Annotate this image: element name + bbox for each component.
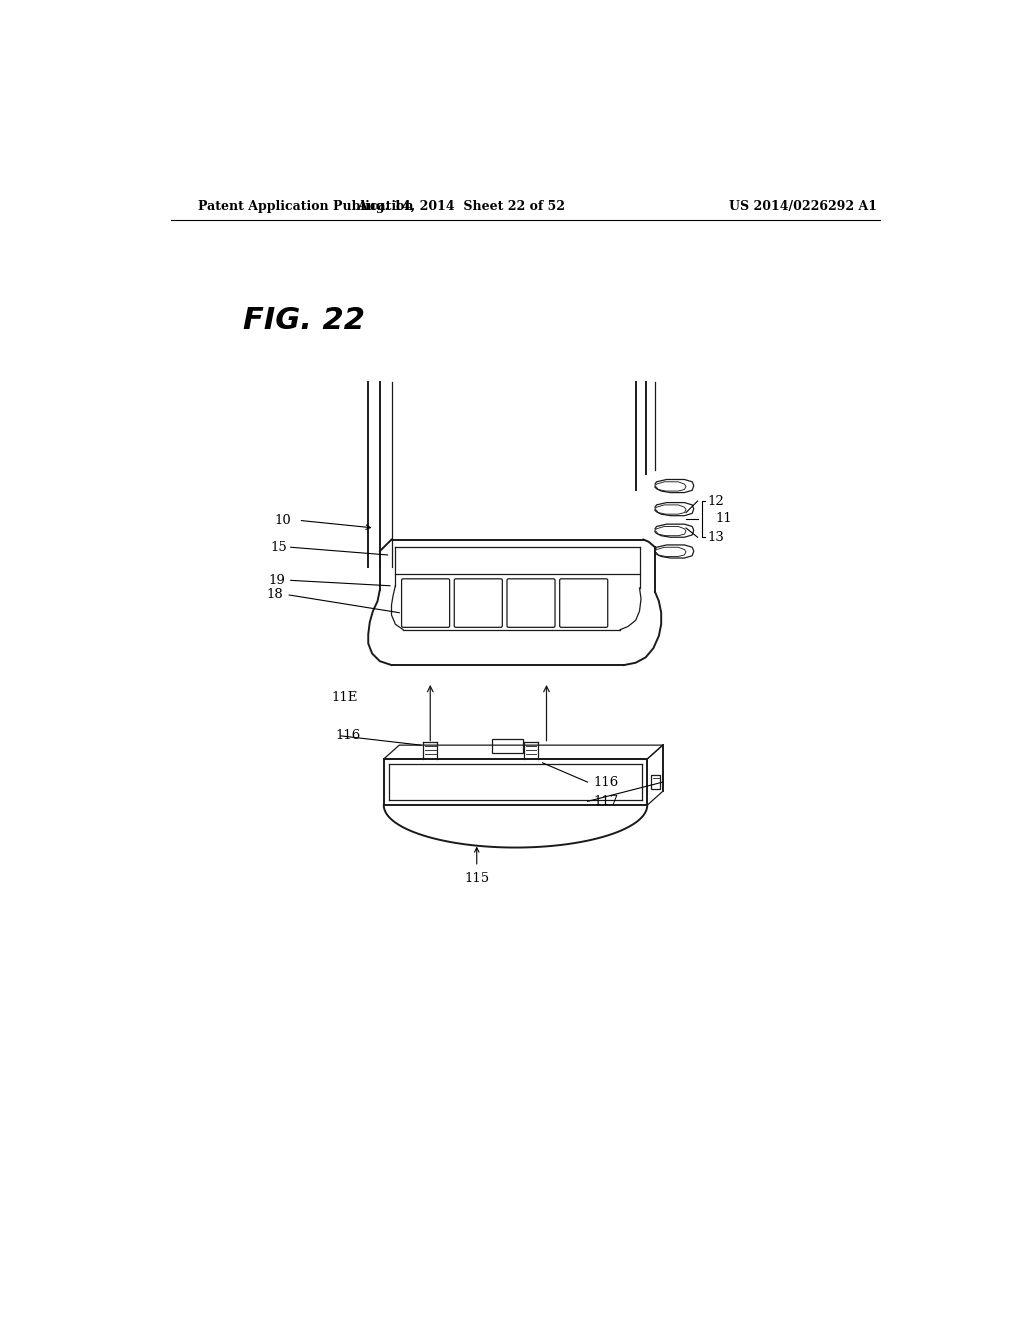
Text: 11E: 11E bbox=[331, 690, 357, 704]
Text: Aug. 14, 2014  Sheet 22 of 52: Aug. 14, 2014 Sheet 22 of 52 bbox=[357, 199, 565, 213]
Text: Patent Application Publication: Patent Application Publication bbox=[198, 199, 414, 213]
Text: 18: 18 bbox=[266, 589, 283, 602]
Text: 117: 117 bbox=[593, 795, 618, 808]
Text: 116: 116 bbox=[336, 730, 360, 742]
Bar bbox=[651, 775, 660, 789]
Text: 10: 10 bbox=[274, 513, 291, 527]
Text: FIG. 22: FIG. 22 bbox=[243, 306, 365, 334]
Text: 11: 11 bbox=[716, 512, 732, 525]
Text: 19: 19 bbox=[268, 574, 286, 587]
Text: 15: 15 bbox=[270, 541, 287, 554]
Bar bbox=[493, 739, 523, 752]
Text: US 2014/0226292 A1: US 2014/0226292 A1 bbox=[729, 199, 877, 213]
Text: 116: 116 bbox=[593, 776, 618, 788]
Text: 115: 115 bbox=[464, 871, 489, 884]
Text: 12: 12 bbox=[708, 495, 724, 508]
Text: 13: 13 bbox=[708, 531, 725, 544]
